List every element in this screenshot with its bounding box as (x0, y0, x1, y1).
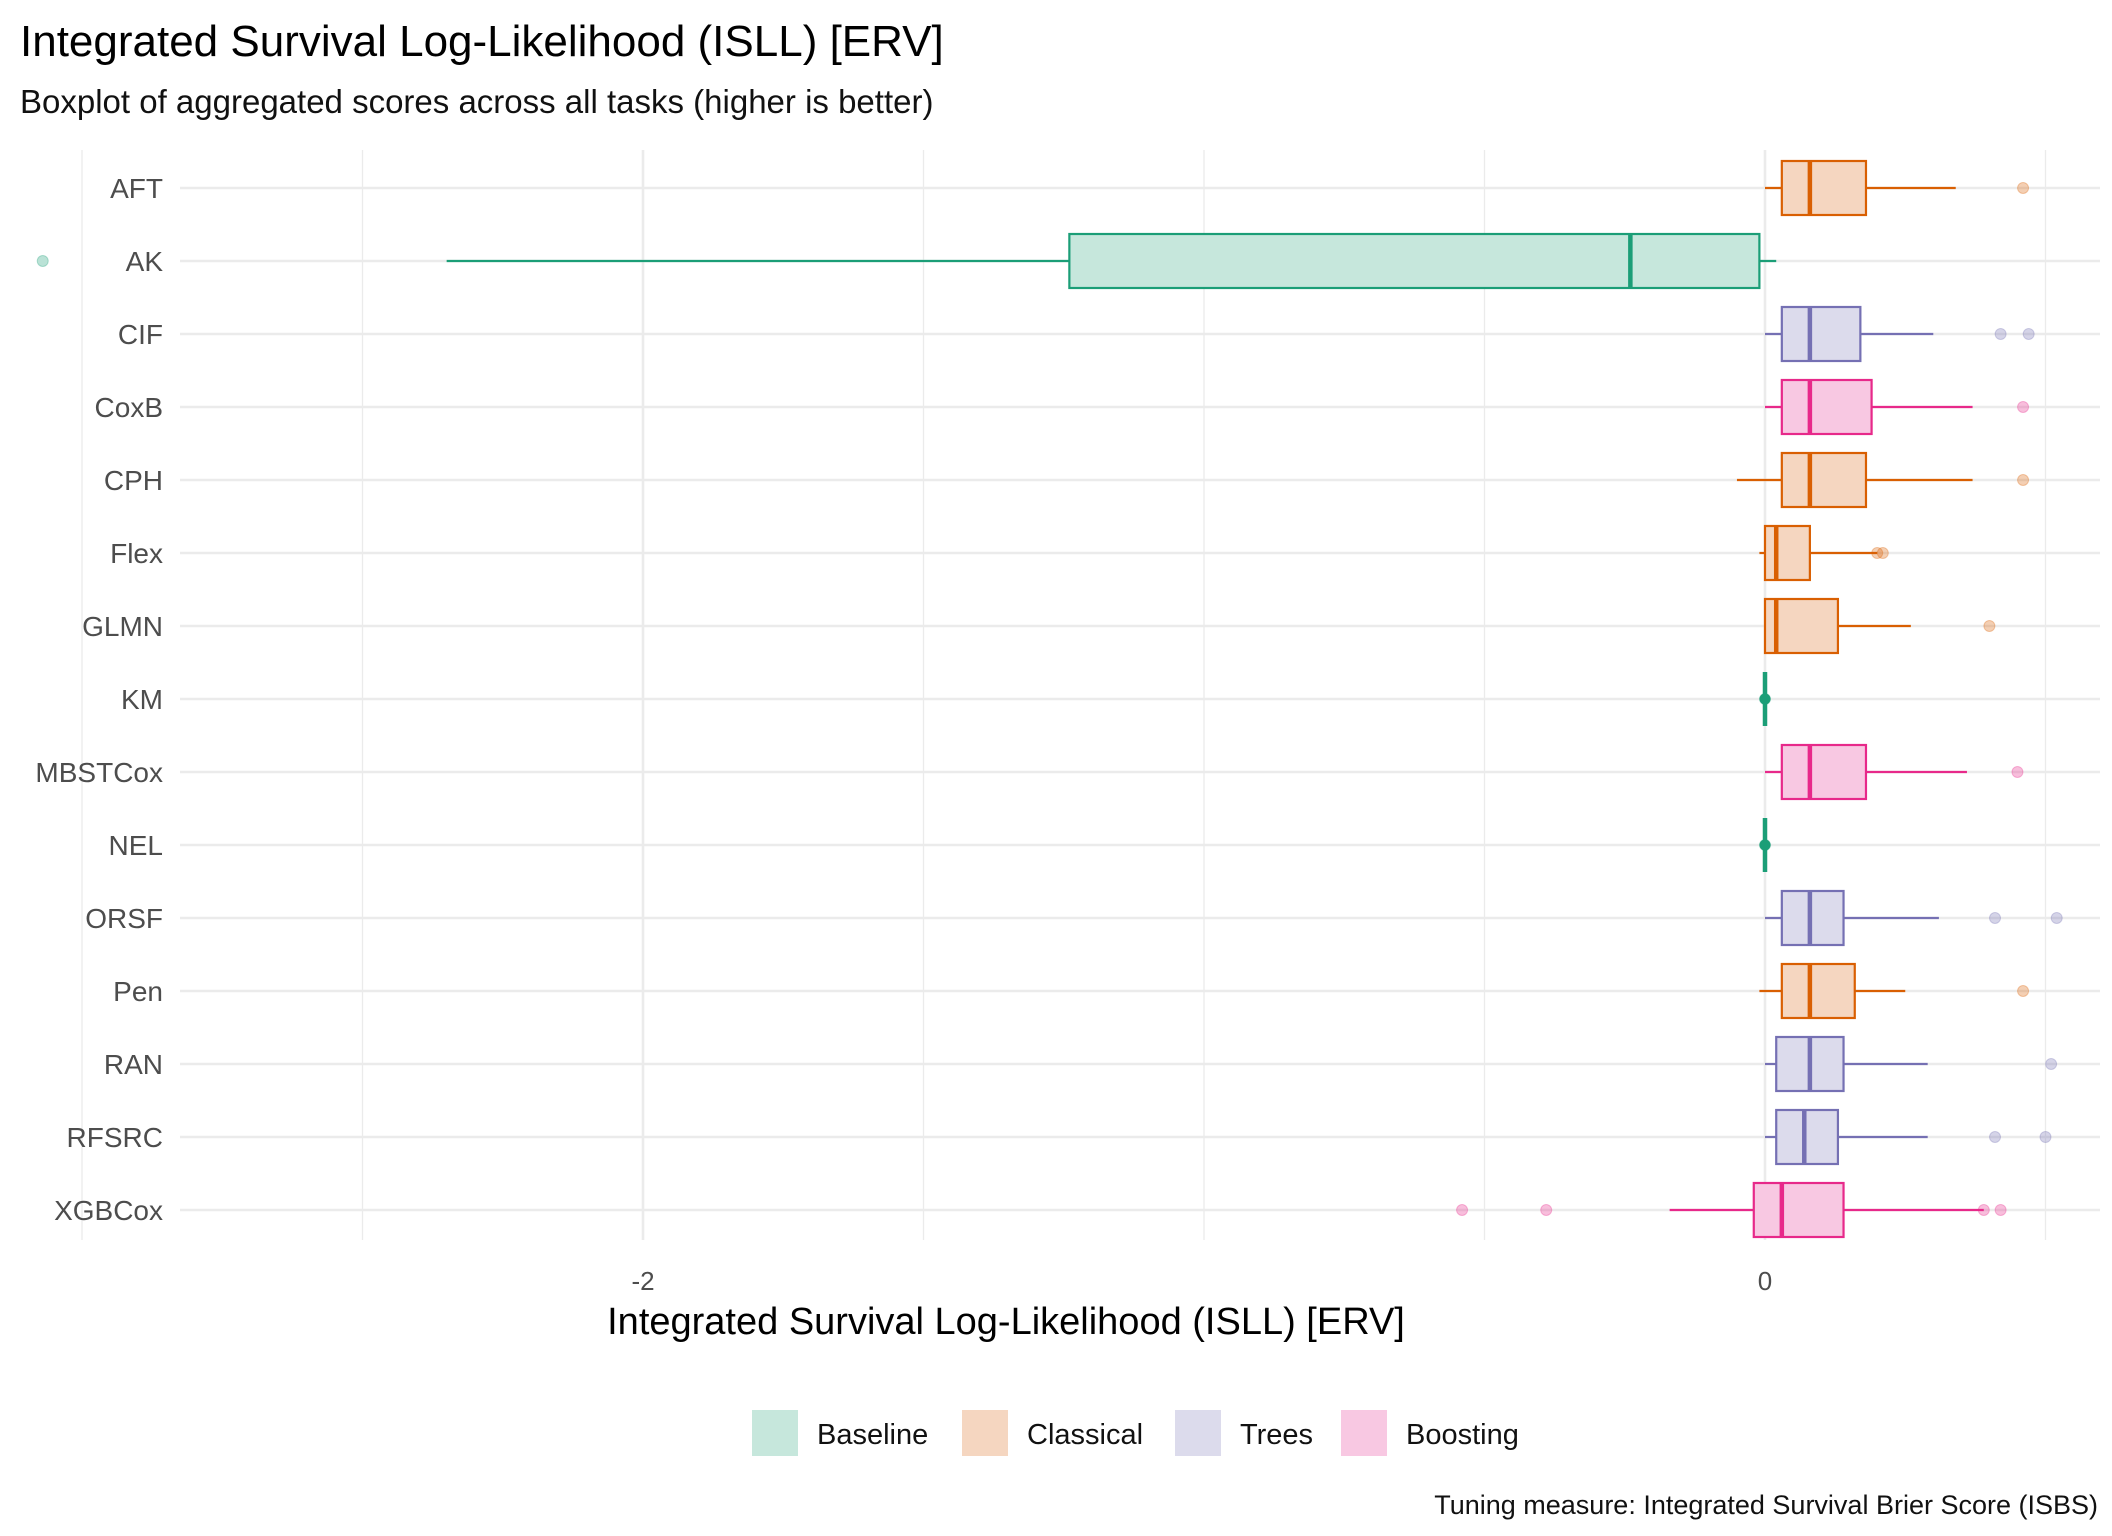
y-tick-label: Pen (113, 976, 163, 1007)
outlier-point (36, 255, 49, 267)
y-tick-label: AFT (110, 173, 163, 204)
y-tick-label: AK (126, 246, 164, 277)
boxplot-nel (1759, 818, 1771, 872)
y-tick-label: Flex (110, 538, 163, 569)
legend-swatch (1341, 1410, 1387, 1456)
chart-subtitle: Boxplot of aggregated scores across all … (20, 83, 933, 120)
x-tick-label: 0 (1758, 1266, 1772, 1296)
outlier-point (1989, 1131, 2002, 1143)
legend-swatch (752, 1410, 798, 1456)
y-tick-label: NEL (109, 830, 163, 861)
boxplot-rfsrc (1765, 1108, 2052, 1166)
boxplot-ran (1765, 1035, 2058, 1093)
legend-label: Boosting (1406, 1419, 1519, 1451)
box (1780, 159, 1868, 217)
boxplot-xgbcox (1456, 1181, 2007, 1239)
outlier-point (2050, 912, 2063, 924)
outlier-point (2039, 1131, 2052, 1143)
box (1780, 743, 1868, 801)
boxplot-ak (36, 232, 1777, 290)
legend-label: Classical (1027, 1419, 1143, 1451)
y-tick-label: XGBCox (54, 1195, 163, 1226)
y-tick-label: GLMN (82, 611, 163, 642)
box (1780, 889, 1845, 947)
legend-label: Baseline (817, 1419, 928, 1451)
y-axis-labels: AFT AK CIF CoxB CPH Flex GLMN KM MBSTCox NEL ORSF P… (35, 173, 163, 1226)
box (1780, 451, 1868, 509)
legend-label: Trees (1240, 1419, 1313, 1451)
outlier-point (1994, 1204, 2007, 1216)
legend: Baseline Classical Trees Boosting (752, 1410, 1519, 1456)
box (1752, 1181, 1845, 1239)
boxplot-aft (1765, 159, 2030, 217)
y-tick-label: RAN (104, 1049, 163, 1080)
boxplot-coxb (1765, 378, 2030, 436)
outlier-point (1989, 912, 2002, 924)
box (1775, 1108, 1840, 1166)
outlier-point (1456, 1204, 1469, 1216)
legend-swatch (962, 1410, 1008, 1456)
y-tick-label: RFSRC (67, 1122, 163, 1153)
box (1068, 232, 1761, 290)
outlier-point (1983, 620, 1996, 632)
legend-item-trees: Trees (1175, 1410, 1313, 1456)
outlier-point (2011, 766, 2024, 778)
boxplot-pen (1759, 962, 2030, 1020)
boxplot-orsf (1765, 889, 2063, 947)
y-tick-label: KM (121, 684, 163, 715)
outlier-point (2017, 474, 2030, 486)
y-tick-label: CIF (118, 319, 163, 350)
outlier-point (1540, 1204, 1553, 1216)
outlier-point (2017, 182, 2030, 194)
outlier-point (2017, 401, 2030, 413)
boxplot-glmn (1763, 597, 1996, 655)
y-tick-label: MBSTCox (35, 757, 163, 788)
box (1780, 305, 1862, 363)
x-tick-label: -2 (631, 1266, 654, 1296)
box (1780, 962, 1856, 1020)
legend-swatch (1175, 1410, 1221, 1456)
chart-title: Integrated Survival Log-Likelihood (ISLL… (20, 17, 944, 66)
outlier-point (2045, 1058, 2058, 1070)
x-axis-label: Integrated Survival Log-Likelihood (ISLL… (607, 1301, 1405, 1343)
box (1780, 378, 1873, 436)
legend-item-classical: Classical (962, 1410, 1143, 1456)
outlier-point (1759, 693, 1771, 705)
outlier-point (1876, 547, 1889, 559)
y-tick-label: ORSF (85, 903, 163, 934)
outlier-point (1759, 839, 1771, 851)
boxplot-cif (1765, 305, 2035, 363)
boxplot-cph (1736, 451, 2030, 509)
boxplot-mbstcox (1765, 743, 2024, 801)
boxplot-km (1759, 672, 1771, 726)
outlier-point (1994, 328, 2007, 340)
legend-item-baseline: Baseline (752, 1410, 928, 1456)
outlier-point (2017, 985, 2030, 997)
box (1763, 524, 1811, 582)
boxplot-flex (1759, 524, 1889, 582)
y-tick-label: CPH (104, 465, 163, 496)
legend-item-boosting: Boosting (1341, 1410, 1519, 1456)
outlier-point (2022, 328, 2035, 340)
y-tick-label: CoxB (95, 392, 163, 423)
x-axis-labels: -4-20 (631, 1266, 1772, 1296)
chart-caption: Tuning measure: Integrated Survival Brie… (1434, 1490, 2098, 1520)
boxplots (36, 159, 2063, 1239)
